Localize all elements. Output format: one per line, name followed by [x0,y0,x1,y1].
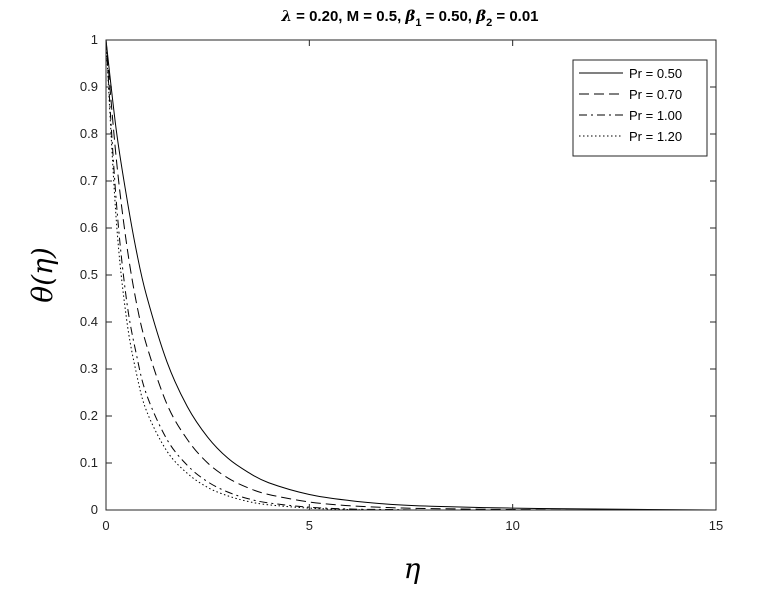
y-tick-label: 0.3 [80,361,98,376]
y-tick-label: 0.5 [80,267,98,282]
legend-label-3: Pr = 1.20 [629,129,682,144]
y-tick-label: 0.9 [80,79,98,94]
axes-layer: 0 5 10 15 0 0.1 0.2 0.3 0.4 0.5 0.6 0.7 0.8 0.9 1 [80,32,723,533]
y-tick-label: 0.7 [80,173,98,188]
title-beta1-subscript: 1 [415,17,421,29]
y-tick-label: 0.1 [80,455,98,470]
y-tick-label: 0 [91,502,98,517]
title-beta2-symbol: β [475,7,486,25]
title-lambda-symbol: λ [280,7,292,25]
y-tick-label: 0.2 [80,408,98,423]
x-tick-label: 5 [306,518,313,533]
title-beta1-value: = 0.50, [422,8,477,25]
legend-label-1: Pr = 0.70 [629,87,682,102]
y-tick-label: 1 [91,32,98,47]
y-axis-label: θ(η) [26,247,59,302]
legend-label-2: Pr = 1.00 [629,108,682,123]
legend-label-0: Pr = 0.50 [629,66,682,81]
series-line-1 [105,39,717,511]
title-beta2-subscript: 2 [486,17,492,29]
y-tick-label: 0.4 [80,314,98,329]
title-lambda-value: = 0.20, M = 0.5, [292,8,405,25]
series-line-0 [105,39,717,511]
x-tick-label: 10 [505,518,519,533]
title-beta2-value: = 0.01 [492,8,538,25]
legend: Pr = 0.50 Pr = 0.70 Pr = 1.00 Pr = 1.20 [572,59,708,157]
chart-title: λ = 0.20, M = 0.5, β1 = 0.50, β2 = 0.01 [280,7,538,29]
x-tick-label: 15 [709,518,723,533]
y-tick-label: 0.6 [80,220,98,235]
legend-box [572,59,708,157]
y-tick-label: 0.8 [80,126,98,141]
x-tick-label: 0 [102,518,109,533]
x-axis-label: η [404,552,421,585]
title-beta1-symbol: β [404,7,415,25]
